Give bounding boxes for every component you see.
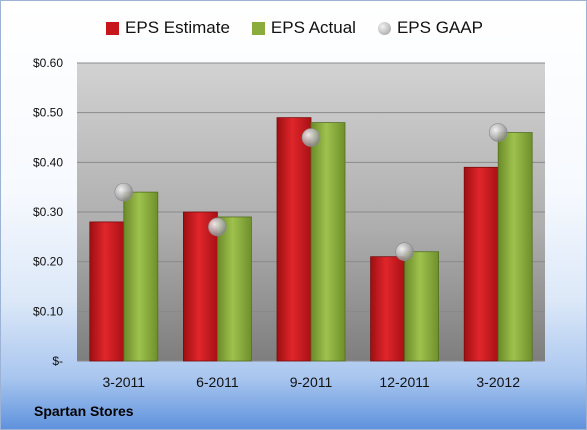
x-tick-label: 3-2011 [103, 374, 146, 390]
y-tick-label: $0.20 [33, 255, 63, 269]
legend-swatch-eps-gaap [377, 21, 391, 35]
legend-swatch-eps-actual [251, 21, 265, 35]
bar-eps-estimate [276, 117, 312, 362]
bar-eps-estimate [370, 256, 406, 362]
legend-item-eps-gaap: EPS GAAP [377, 18, 483, 38]
bar-eps-actual [404, 251, 440, 362]
x-axis-ticks: 3-2011 6-2011 9-2011 12-2011 3-2012 [103, 374, 521, 390]
bar-eps-estimate [182, 211, 218, 362]
legend-item-eps-estimate: EPS Estimate [106, 18, 230, 38]
x-tick-label: 3-2012 [476, 374, 520, 390]
y-tick-label: $0.50 [33, 106, 63, 120]
marker-eps-gaap [395, 242, 414, 262]
bar-eps-estimate [89, 221, 125, 362]
bar-eps-actual [310, 122, 346, 362]
y-tick-label: $0.30 [33, 205, 63, 219]
legend-item-eps-actual: EPS Actual [251, 18, 356, 38]
legend-swatch-eps-estimate [106, 21, 120, 35]
marker-eps-gaap [208, 217, 227, 237]
gaap-markers [114, 123, 508, 262]
x-tick-label: 12-2011 [379, 374, 430, 390]
legend-label-eps-estimate: EPS Estimate [125, 18, 230, 37]
bar-eps-actual [216, 216, 252, 362]
bar-eps-actual [497, 132, 533, 362]
legend-label-eps-gaap: EPS GAAP [396, 18, 483, 37]
bars [89, 117, 533, 362]
y-tick-label: $0.40 [33, 155, 63, 169]
bar-eps-estimate [463, 166, 499, 362]
y-tick-label: $- [52, 354, 63, 368]
company-name: Spartan Stores [34, 403, 134, 419]
y-tick-label: $0.60 [33, 56, 63, 70]
bar-eps-actual [123, 191, 159, 362]
legend-label-eps-actual: EPS Actual [270, 18, 356, 37]
marker-eps-gaap [488, 123, 508, 142]
x-tick-label: 6-2011 [196, 374, 239, 390]
marker-eps-gaap [114, 182, 134, 202]
y-tick-label: $0.10 [33, 304, 63, 318]
legend: EPS Estimate EPS Actual EPS GAAP [1, 18, 586, 38]
marker-eps-gaap [301, 128, 321, 147]
x-tick-label: 9-2011 [290, 374, 333, 390]
y-axis-ticks: $- $0.10 $0.20 $0.30 $0.40 $0.50 $0.60 [33, 56, 63, 368]
